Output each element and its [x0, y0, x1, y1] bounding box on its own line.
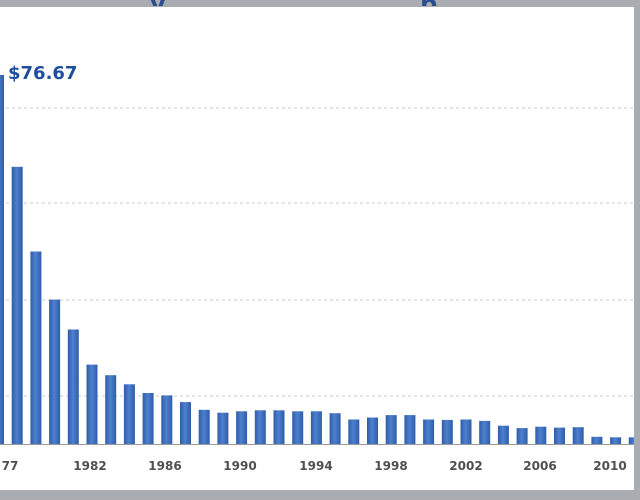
- bar-2003: [479, 420, 491, 444]
- bar-1999: [404, 415, 416, 444]
- x-tick-label: 1982: [73, 459, 106, 473]
- x-tick-label: 77: [2, 459, 19, 473]
- bar-2000: [423, 419, 435, 444]
- bar-1994: [310, 411, 322, 444]
- bar-2006: [535, 426, 547, 444]
- bar-1993: [292, 411, 304, 444]
- bar-1985: [142, 393, 154, 444]
- bar-1980: [49, 299, 61, 444]
- callout-label: $76.67: [8, 63, 77, 84]
- bar-1998: [385, 415, 397, 444]
- bar-1986: [161, 395, 173, 444]
- bar-1990: [236, 411, 248, 444]
- bar-2002: [460, 419, 472, 444]
- x-tick-label: 1994: [299, 459, 332, 473]
- bar-1995: [329, 413, 341, 444]
- top-frame: [0, 0, 640, 7]
- bar-1977: [0, 75, 4, 444]
- x-tick-label: 1990: [223, 459, 256, 473]
- x-tick-label: 2006: [523, 459, 556, 473]
- chart-title-fragment: y__________________, p: [150, 0, 620, 6]
- bar-1983: [105, 375, 117, 444]
- bar-1991: [254, 410, 266, 444]
- x-tick-label: 2002: [449, 459, 482, 473]
- x-tick-label: 1986: [148, 459, 181, 473]
- bar-1979: [30, 251, 42, 444]
- bar-1989: [217, 412, 229, 444]
- bottom-frame: [0, 490, 640, 500]
- x-tick-label: 1998: [374, 459, 407, 473]
- x-tick-label: 2010: [593, 459, 626, 473]
- bar-2005: [516, 428, 528, 444]
- bar-2007: [554, 427, 565, 444]
- right-frame: [634, 0, 640, 500]
- bar-2001: [441, 419, 453, 444]
- bar-2009: [591, 436, 603, 444]
- bar-2010: [610, 437, 622, 444]
- bar-1992: [273, 410, 285, 444]
- bar-1984: [123, 384, 135, 444]
- bar-2008: [572, 427, 584, 444]
- bar-1988: [198, 409, 210, 444]
- bar-1996: [348, 419, 360, 444]
- bar-1982: [86, 364, 98, 444]
- bar-2004: [497, 425, 509, 444]
- bar-1987: [180, 402, 191, 444]
- bar-1997: [367, 417, 378, 444]
- bar-1981: [67, 329, 79, 444]
- bar-1978: [11, 166, 23, 445]
